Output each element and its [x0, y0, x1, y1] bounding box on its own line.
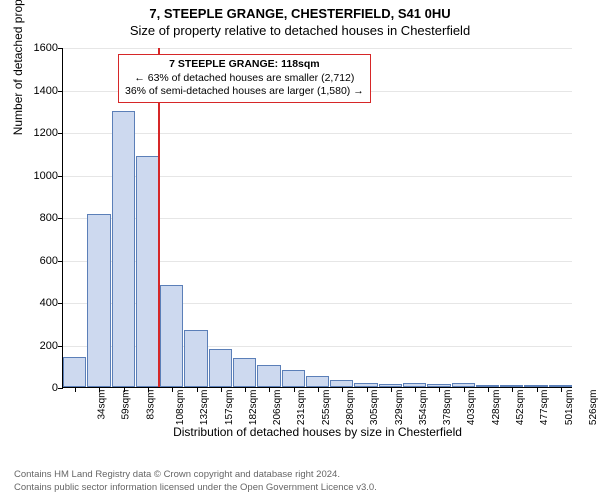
callout-box: 7 STEEPLE GRANGE: 118sqm← 63% of detache…	[118, 54, 371, 103]
xtick-mark	[99, 387, 100, 392]
ytick-label: 800	[18, 212, 58, 224]
ytick-mark	[58, 176, 63, 177]
xtick-mark	[269, 387, 270, 392]
xtick-mark	[439, 387, 440, 392]
histogram-chart: Number of detached properties Distributi…	[62, 48, 572, 428]
bar	[330, 380, 353, 387]
xtick-mark	[415, 387, 416, 392]
ytick-mark	[58, 303, 63, 304]
bar	[209, 349, 232, 387]
xtick-mark	[318, 387, 319, 392]
xtick-mark	[197, 387, 198, 392]
xtick-label: 329sqm	[394, 390, 405, 426]
xtick-label: 452sqm	[515, 390, 526, 426]
xtick-label: 477sqm	[539, 390, 550, 426]
ytick-mark	[58, 261, 63, 262]
xtick-label: 108sqm	[175, 390, 186, 426]
xtick-label: 231sqm	[297, 390, 308, 426]
xtick-mark	[391, 387, 392, 392]
bar	[233, 358, 256, 387]
plot-area: Number of detached properties Distributi…	[62, 48, 572, 388]
x-axis-label: Distribution of detached houses by size …	[63, 425, 572, 439]
xtick-label: 378sqm	[442, 390, 453, 426]
xtick-mark	[367, 387, 368, 392]
bar	[63, 357, 86, 387]
bar	[112, 111, 135, 387]
footer-line-2: Contains public sector information licen…	[14, 482, 377, 494]
ytick-label: 1400	[18, 85, 58, 97]
xtick-label: 354sqm	[418, 390, 429, 426]
xtick-label: 526sqm	[588, 390, 599, 426]
gridline	[63, 133, 572, 134]
xtick-label: 59sqm	[121, 390, 132, 420]
bar	[160, 285, 183, 387]
ytick-mark	[58, 91, 63, 92]
attribution-footer: Contains HM Land Registry data © Crown c…	[14, 469, 377, 494]
ytick-mark	[58, 48, 63, 49]
xtick-label: 428sqm	[491, 390, 502, 426]
ytick-label: 0	[18, 382, 58, 394]
xtick-mark	[488, 387, 489, 392]
bar	[184, 330, 207, 387]
bar	[282, 370, 305, 387]
xtick-label: 34sqm	[97, 390, 108, 420]
xtick-mark	[172, 387, 173, 392]
xtick-mark	[124, 387, 125, 392]
xtick-mark	[464, 387, 465, 392]
callout-line: ← 63% of detached houses are smaller (2,…	[125, 72, 364, 86]
page-subtitle: Size of property relative to detached ho…	[0, 23, 600, 38]
bar	[306, 376, 329, 387]
ytick-label: 200	[18, 340, 58, 352]
page-title: 7, STEEPLE GRANGE, CHESTERFIELD, S41 0HU	[0, 6, 600, 21]
gridline	[63, 48, 572, 49]
xtick-mark	[342, 387, 343, 392]
xtick-mark	[221, 387, 222, 392]
callout-line: 7 STEEPLE GRANGE: 118sqm	[125, 58, 364, 72]
bar	[257, 365, 280, 387]
xtick-mark	[75, 387, 76, 392]
xtick-label: 157sqm	[224, 390, 235, 426]
xtick-label: 206sqm	[272, 390, 283, 426]
ytick-label: 1000	[18, 170, 58, 182]
xtick-mark	[512, 387, 513, 392]
ytick-mark	[58, 346, 63, 347]
bar	[87, 214, 110, 387]
ytick-label: 400	[18, 297, 58, 309]
xtick-label: 403sqm	[467, 390, 478, 426]
xtick-label: 132sqm	[199, 390, 210, 426]
ytick-label: 1600	[18, 42, 58, 54]
ytick-label: 600	[18, 255, 58, 267]
xtick-label: 182sqm	[248, 390, 259, 426]
ytick-label: 1200	[18, 127, 58, 139]
xtick-mark	[245, 387, 246, 392]
xtick-mark	[561, 387, 562, 392]
xtick-mark	[294, 387, 295, 392]
xtick-mark	[537, 387, 538, 392]
xtick-mark	[148, 387, 149, 392]
bar	[136, 156, 159, 387]
xtick-label: 255sqm	[321, 390, 332, 426]
xtick-label: 83sqm	[145, 390, 156, 420]
ytick-mark	[58, 133, 63, 134]
xtick-label: 305sqm	[369, 390, 380, 426]
ytick-mark	[58, 218, 63, 219]
xtick-label: 501sqm	[564, 390, 575, 426]
ytick-mark	[58, 388, 63, 389]
callout-line: 36% of semi-detached houses are larger (…	[125, 85, 364, 99]
xtick-label: 280sqm	[345, 390, 356, 426]
y-axis-label: Number of detached properties	[11, 0, 25, 135]
footer-line-1: Contains HM Land Registry data © Crown c…	[14, 469, 377, 481]
